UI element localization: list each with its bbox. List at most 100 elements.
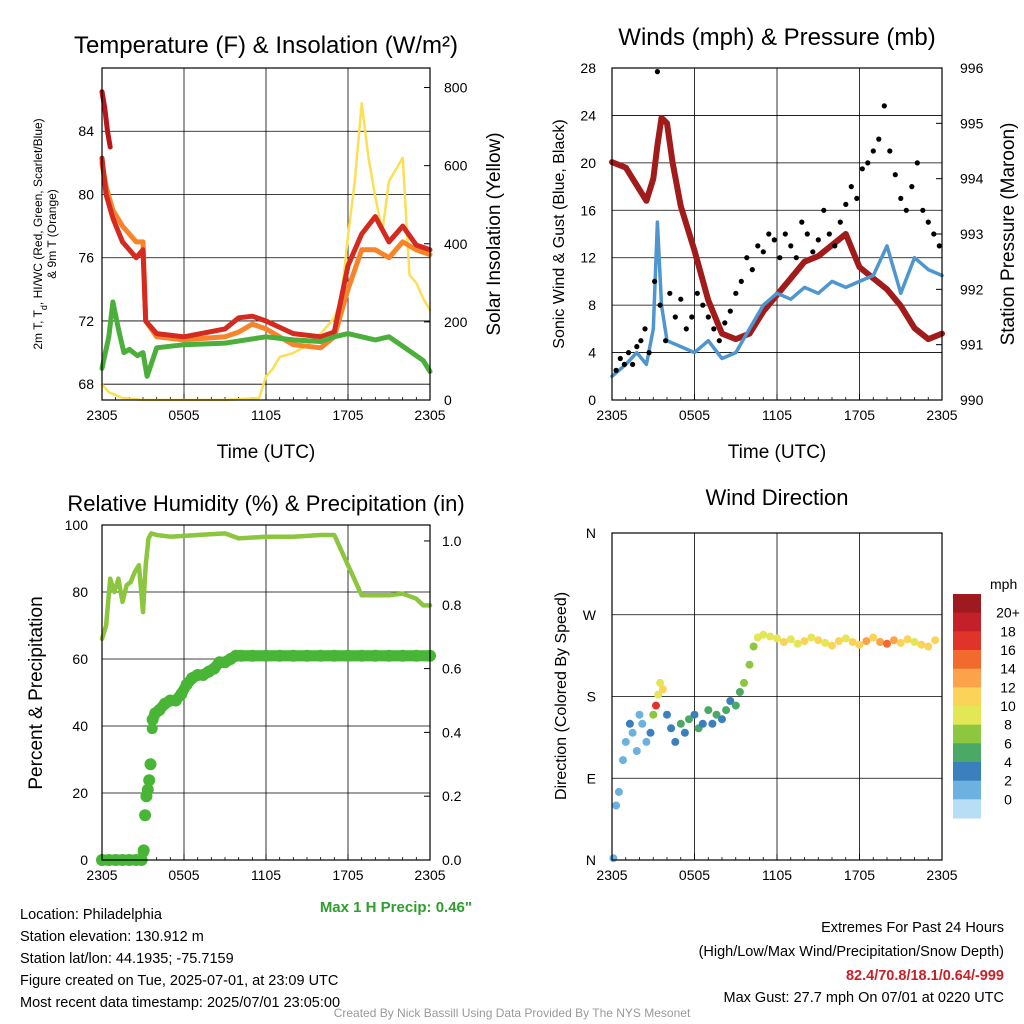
legend-label: 8	[1004, 717, 1012, 733]
gust-point	[663, 338, 669, 344]
speed-legend: mph 20+ 18 16 14 12 10 8 6 4 2 0	[953, 576, 1020, 819]
gust-point	[744, 255, 750, 261]
gust-point	[766, 231, 772, 237]
direction-point	[896, 638, 905, 647]
x-tick-label: 0505	[168, 867, 199, 883]
y-axis-label-sub: d	[39, 305, 49, 310]
x-tick-label: 2305	[86, 867, 117, 883]
gust-point	[716, 338, 722, 344]
y2-tick-label: 0.4	[442, 724, 462, 740]
gust-point	[898, 195, 904, 201]
legend-swatch	[953, 650, 981, 670]
direction-point	[828, 641, 836, 650]
gust-point	[654, 69, 661, 75]
direction-point	[635, 710, 644, 719]
direction-point	[862, 637, 871, 646]
y2-tick-label: 0.6	[442, 661, 462, 677]
gust-point	[683, 326, 689, 332]
legend-swatch	[953, 706, 981, 726]
gust-point	[804, 231, 810, 237]
gust-point	[777, 255, 783, 261]
y-tick-label: N	[586, 525, 596, 541]
direction-point	[821, 638, 830, 647]
direction-point	[632, 747, 641, 755]
direction-point	[773, 634, 781, 643]
precip-point	[287, 649, 300, 662]
direction-point	[667, 724, 676, 733]
gust-point	[727, 308, 733, 314]
series-dew	[99, 299, 433, 379]
gust-point	[621, 361, 628, 367]
direction-point	[680, 728, 689, 737]
y2-tick-label: 0.2	[442, 788, 462, 804]
gust-point	[689, 314, 695, 320]
legend-label: 18	[1000, 623, 1016, 639]
gust-point	[903, 207, 909, 213]
location-text: Location: Philadelphia	[20, 907, 162, 923]
panel-rh: 2305 0505 1105 1705 23050204060801000.00.20.…	[26, 491, 472, 916]
panel-title: Temperature (F) & Insolation (W/m²)	[74, 32, 458, 59]
precip-point	[260, 649, 272, 662]
precip-point	[314, 649, 327, 662]
direction-point	[814, 636, 823, 645]
direction-point	[718, 715, 726, 724]
y-tick-label: 0	[80, 852, 88, 868]
direction-point	[663, 710, 671, 719]
panel-wind: 2305 0505 1105 1705 230504812162024289909919…	[551, 24, 1019, 463]
y2-tick-label: 993	[960, 226, 984, 242]
y-tick-label: 60	[72, 651, 88, 667]
y-axis-label: Percent & Precipitation	[26, 596, 47, 789]
x-tick-label: 1705	[844, 407, 875, 423]
y-axis-label-2: & 9m T (Orange)	[45, 189, 59, 279]
extremes-values: 82.4/70.8/18.1/0.64/-999	[845, 968, 1004, 984]
y-tick-label: 20	[580, 155, 596, 171]
x-tick-label: 0505	[679, 407, 710, 423]
y2-tick-label: 994	[960, 171, 984, 187]
precip-point	[328, 649, 341, 662]
direction-point	[841, 634, 850, 643]
direction-point	[698, 719, 707, 728]
gust-point	[646, 350, 652, 356]
y-tick-label: N	[586, 852, 596, 868]
direction-point	[807, 633, 816, 642]
y-tick-label: 24	[580, 107, 596, 123]
legend-label: 16	[1000, 642, 1016, 658]
direction-point	[834, 637, 843, 646]
direction-point	[612, 801, 621, 810]
direction-point	[690, 710, 699, 719]
gust-point	[667, 290, 673, 296]
y2-axis-label: Solar Insolation (Yellow)	[484, 132, 505, 335]
x-tick-label: 0505	[168, 407, 199, 423]
legend-swatch	[953, 762, 981, 782]
legend-swatch	[953, 743, 981, 763]
gust-point	[694, 290, 700, 296]
direction-point	[779, 638, 788, 646]
direction-point	[638, 719, 647, 728]
direction-point	[745, 660, 754, 669]
gust-point	[617, 355, 623, 362]
y2-tick-label: 800	[444, 80, 468, 96]
gust-point	[733, 290, 739, 296]
precip-point	[144, 758, 157, 771]
gust-point	[909, 184, 915, 190]
precip-point	[146, 723, 158, 735]
gust-point	[881, 103, 887, 109]
y-tick-label: 40	[72, 718, 88, 734]
y-tick-label: 68	[78, 376, 94, 392]
gust-point	[642, 326, 648, 332]
direction-point	[722, 706, 731, 715]
gust-point	[859, 166, 865, 172]
legend-label: 2	[1004, 773, 1012, 789]
series-wind	[610, 220, 944, 379]
plot-frame	[101, 524, 431, 861]
gust-point	[799, 219, 805, 225]
gust-point	[625, 350, 632, 356]
legend-swatch	[953, 780, 981, 800]
direction-point	[625, 719, 634, 728]
y2-tick-label: 996	[960, 60, 984, 76]
series-pres	[609, 114, 945, 343]
x-axis-label: Time (UTC)	[728, 442, 827, 463]
series-t9	[99, 160, 433, 351]
gust-point	[925, 219, 931, 225]
precip-point	[141, 783, 154, 796]
